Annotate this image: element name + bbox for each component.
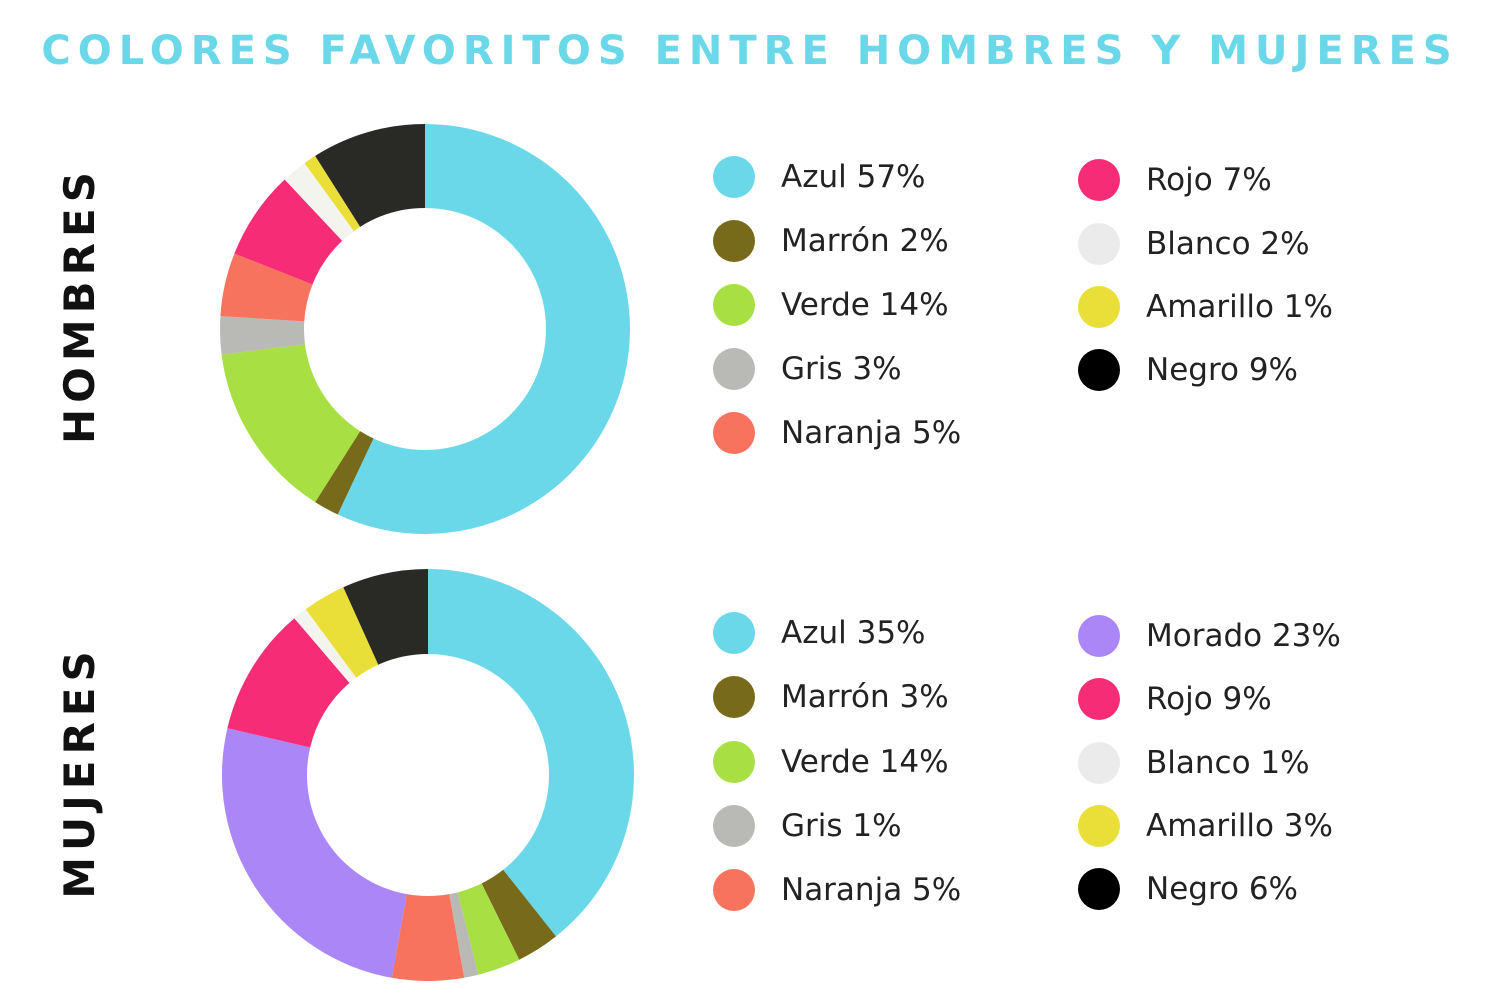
hombres-slice-amarillo [304, 155, 361, 232]
mujeres-legend-item-gris: Gris 1% [713, 804, 902, 848]
mujeres-slice-gris [449, 892, 479, 978]
legend-label: Gris 1% [781, 808, 902, 844]
legend-swatch [713, 412, 755, 454]
legend-swatch [1078, 223, 1120, 265]
legend-swatch [713, 805, 755, 847]
mujeres-slice-morado [222, 728, 407, 978]
mujeres-legend-item-amarillo: Amarillo 3% [1078, 804, 1333, 848]
legend-label: Amarillo 1% [1146, 289, 1333, 325]
legend-label: Marrón 2% [781, 223, 949, 259]
legend-label: Marrón 3% [781, 679, 949, 715]
legend-swatch [1078, 349, 1120, 391]
hombres-legend-item-marron: Marrón 2% [713, 219, 949, 263]
mujeres-donut-chart [222, 569, 634, 981]
legend-swatch [1078, 286, 1120, 328]
legend-label: Rojo 7% [1146, 162, 1272, 198]
legend-label: Amarillo 3% [1146, 808, 1333, 844]
mujeres-slice-azul [428, 569, 634, 937]
mujeres-slice-blanco [294, 609, 357, 683]
hombres-legend-item-naranja: Naranja 5% [713, 411, 961, 455]
mujeres-legend-item-rojo: Rojo 9% [1078, 677, 1272, 721]
mujeres-legend-item-negro: Negro 6% [1078, 867, 1298, 911]
hombres-legend-item-rojo: Rojo 7% [1078, 158, 1272, 202]
legend-swatch [713, 869, 755, 911]
mujeres-legend-item-blanco: Blanco 1% [1078, 741, 1310, 785]
hombres-slice-naranja [220, 253, 313, 322]
legend-swatch [1078, 678, 1120, 720]
legend-label: Negro 9% [1146, 352, 1299, 388]
legend-swatch [1078, 805, 1120, 847]
hombres-legend-item-azul: Azul 57% [713, 155, 926, 199]
hombres-slice-gris [220, 316, 305, 355]
legend-label: Morado 23% [1146, 618, 1341, 654]
mujeres-slice-rojo [227, 618, 350, 748]
legend-swatch [713, 284, 755, 326]
hombres-slice-azul [337, 124, 630, 534]
hombres-slice-blanco [284, 163, 354, 241]
legend-label: Blanco 2% [1146, 226, 1310, 262]
legend-swatch [1078, 615, 1120, 657]
hombres-label: HOMBRES [55, 166, 104, 444]
legend-swatch [1078, 742, 1120, 784]
legend-swatch [713, 676, 755, 718]
legend-swatch [713, 741, 755, 783]
legend-swatch [1078, 159, 1120, 201]
mujeres-legend-item-naranja: Naranja 5% [713, 868, 961, 912]
hombres-legend-item-amarillo: Amarillo 1% [1078, 285, 1333, 329]
chart-title: COLORES FAVORITOS ENTRE HOMBRES Y MUJERE… [41, 28, 1459, 74]
hombres-legend-item-blanco: Blanco 2% [1078, 222, 1310, 266]
hombres-slice-marron [315, 431, 374, 515]
legend-label: Naranja 5% [781, 415, 962, 451]
mujeres-slice-negro [343, 569, 428, 665]
mujeres-slice-amarillo [305, 587, 379, 678]
legend-label: Verde 14% [781, 287, 949, 323]
legend-label: Naranja 5% [781, 872, 962, 908]
mujeres-legend-item-azul: Azul 35% [713, 611, 926, 655]
mujeres-legend-item-verde: Verde 14% [713, 740, 949, 784]
legend-label: Azul 57% [781, 159, 926, 195]
mujeres-label: MUJERES [55, 645, 104, 899]
legend-swatch [713, 348, 755, 390]
legend-label: Verde 14% [781, 744, 949, 780]
hombres-slice-negro [315, 124, 425, 227]
mujeres-legend-item-morado: Morado 23% [1078, 614, 1341, 658]
hombres-legend-item-verde: Verde 14% [713, 283, 949, 327]
legend-swatch [713, 612, 755, 654]
legend-swatch [713, 220, 755, 262]
legend-label: Blanco 1% [1146, 745, 1310, 781]
mujeres-slice-verde [457, 883, 520, 975]
legend-label: Gris 3% [781, 351, 902, 387]
legend-label: Negro 6% [1146, 871, 1299, 907]
hombres-legend-item-negro: Negro 9% [1078, 348, 1298, 392]
legend-swatch [1078, 868, 1120, 910]
hombres-slice-verde [221, 344, 361, 503]
mujeres-legend-item-marron: Marrón 3% [713, 675, 949, 719]
legend-label: Azul 35% [781, 615, 926, 651]
hombres-donut-chart [220, 124, 630, 534]
mujeres-slice-marron [481, 869, 557, 960]
legend-label: Rojo 9% [1146, 681, 1272, 717]
hombres-slice-rojo [234, 179, 343, 285]
hombres-legend-item-gris: Gris 3% [713, 347, 902, 391]
legend-swatch [713, 156, 755, 198]
mujeres-slice-naranja [391, 894, 465, 981]
